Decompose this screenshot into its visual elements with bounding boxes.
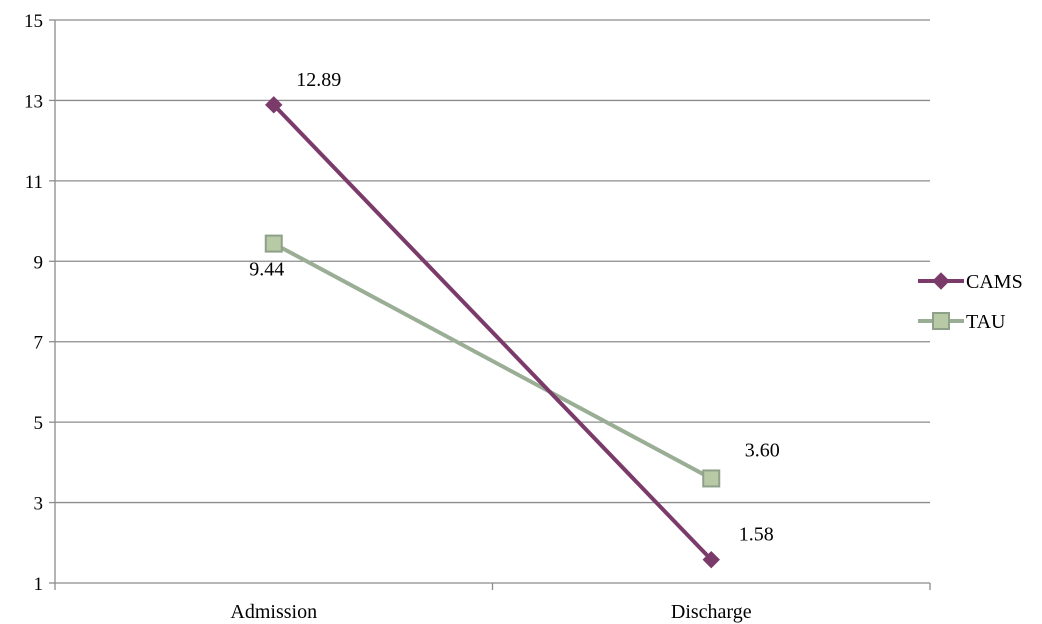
legend-label-tau: TAU — [966, 311, 1006, 333]
x-category-label: Admission — [230, 601, 317, 623]
tau-series-line — [272, 241, 713, 481]
series-markers — [264, 96, 721, 569]
cams-series-line — [272, 103, 713, 562]
legend-marker-cams — [932, 272, 950, 290]
tau-data-point — [264, 234, 283, 253]
tau-data-label: 9.44 — [249, 259, 284, 281]
y-tick-label: 11 — [25, 172, 43, 193]
data-labels: 9.44 3.60 12.89 1.58 — [249, 69, 780, 546]
y-tick-label: 15 — [24, 11, 43, 32]
tau-data-point — [702, 469, 721, 488]
y-tick-label: 3 — [34, 494, 44, 515]
cams-data-label: 1.58 — [739, 524, 774, 546]
legend-marker-tau — [932, 312, 950, 330]
y-tick-label: 1 — [34, 574, 44, 595]
cams-data-point — [702, 550, 720, 569]
y-tick-label: 9 — [34, 252, 44, 273]
series-lines — [272, 103, 713, 562]
y-tick-label: 13 — [24, 91, 43, 112]
legend: CAMS TAU — [918, 271, 1023, 333]
legend-label-cams: CAMS — [966, 271, 1023, 293]
cams-data-label: 12.89 — [296, 69, 341, 91]
y-tick-label: 7 — [34, 333, 44, 354]
x-category-label: Discharge — [671, 601, 752, 623]
cams-data-point — [265, 96, 283, 114]
y-tick-label: 5 — [34, 413, 44, 434]
gridlines — [55, 19, 930, 504]
tau-data-label: 3.60 — [745, 439, 780, 461]
